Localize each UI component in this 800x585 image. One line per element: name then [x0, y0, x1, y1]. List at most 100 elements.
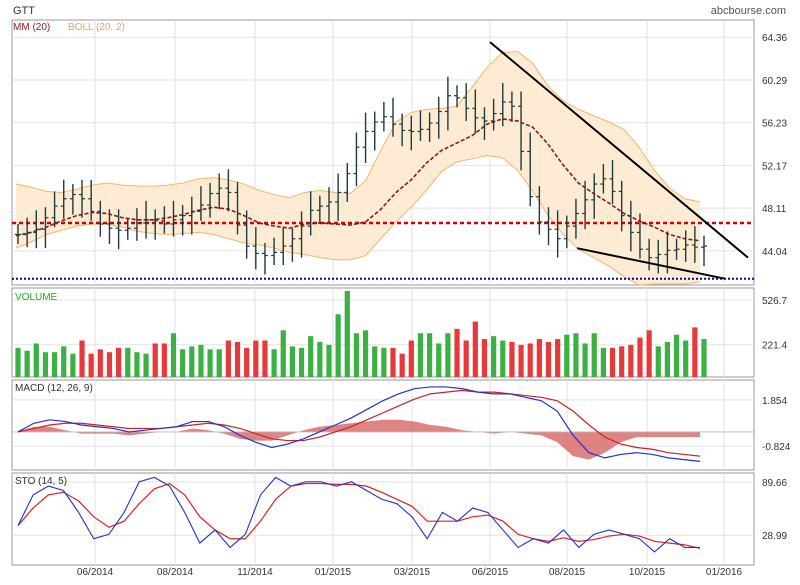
volume-bar — [646, 330, 652, 377]
volume-bar — [619, 346, 625, 377]
macd-panel — [12, 386, 754, 462]
sto-k-line — [17, 476, 700, 553]
volume-bar — [280, 330, 286, 377]
volume-bar — [15, 347, 21, 377]
volume-bar — [88, 353, 94, 377]
volume-bar — [445, 333, 451, 377]
volume-bar — [683, 340, 689, 377]
volume-bar — [253, 340, 259, 377]
volume-bar — [436, 343, 442, 377]
symbol-label: GTT — [13, 5, 35, 17]
volume-bar — [335, 314, 341, 377]
volume-bar — [271, 349, 277, 377]
y-tick-label: 64.36 — [762, 33, 787, 44]
volume-bar — [427, 333, 433, 377]
volume-bar — [536, 339, 542, 377]
volume-bar — [509, 341, 515, 377]
legend-mm: MM (20) — [13, 22, 50, 33]
legend-boll: BOLL (20, 2) — [68, 22, 125, 33]
macd-title: MACD (12, 26, 9) — [15, 383, 93, 394]
volume-bar — [125, 347, 131, 377]
volume-bar — [161, 343, 167, 377]
bollinger-band-fill — [16, 51, 700, 285]
x-tick-label: 06/2015 — [472, 567, 509, 578]
volume-bar — [33, 343, 39, 377]
y-tick-label: 89.66 — [762, 478, 787, 489]
y-tick-label: 526.7 — [762, 296, 787, 307]
volume-bar — [170, 333, 177, 377]
volume-bar — [573, 333, 579, 377]
volume-bar — [609, 347, 616, 377]
macd-histogram — [18, 419, 700, 460]
volume-bar — [189, 346, 195, 377]
volume-bar — [372, 346, 378, 377]
axis-labels: 06/2014 08/2014 11/2014 01/2015 03/2015 06/20… — [77, 33, 791, 578]
volume-bar — [454, 328, 460, 377]
volume-bar — [97, 349, 103, 377]
volume-bar — [298, 347, 305, 377]
volume-bar — [600, 347, 606, 377]
y-tick-label: 56.23 — [762, 119, 787, 130]
volume-bar — [234, 341, 241, 377]
volume-bar — [42, 352, 49, 377]
volume-bar — [344, 290, 350, 377]
volume-bar — [481, 339, 488, 377]
x-tick-label: 01/2016 — [706, 567, 743, 578]
y-tick-label: -0.824 — [762, 442, 791, 453]
volume-bar — [180, 349, 186, 377]
y-tick-label: 1.854 — [762, 396, 787, 407]
volume-bar — [500, 340, 506, 377]
volume-bar — [463, 340, 469, 377]
volume-bar — [207, 349, 213, 377]
volume-bar — [582, 343, 588, 377]
volume-bar — [143, 353, 149, 377]
volume-bar — [61, 346, 67, 377]
volume-bar — [491, 336, 497, 377]
volume-bar — [701, 339, 707, 377]
volume-bar — [308, 336, 314, 377]
volume-bar — [216, 349, 222, 377]
volume-bar — [289, 346, 295, 377]
volume-bar — [472, 321, 478, 377]
y-tick-label: 48.11 — [762, 204, 787, 215]
volume-bar — [637, 337, 643, 377]
trendline-1 — [489, 41, 749, 259]
sto-panel — [17, 476, 701, 553]
sto-frame — [11, 472, 755, 566]
volume-bar — [225, 340, 231, 377]
source-label: abcbourse.com — [711, 5, 786, 17]
volume-bar — [317, 341, 323, 377]
macd-line — [17, 386, 701, 462]
volume-bar — [152, 343, 158, 377]
volume-bar — [106, 352, 113, 377]
volume-title: VOLUME — [15, 292, 58, 303]
volume-bar — [134, 352, 140, 377]
volume-bar — [555, 339, 561, 377]
volume-bar — [70, 353, 76, 377]
volume-bar — [692, 327, 698, 377]
trendline-2 — [576, 247, 726, 280]
y-tick-label: 60.29 — [762, 76, 787, 87]
macd-signal-line — [17, 389, 701, 457]
volume-bar — [673, 334, 680, 377]
volume-bar — [655, 346, 661, 377]
volume-bar — [24, 350, 30, 377]
volume-bar — [417, 333, 424, 377]
volume-bar — [664, 341, 671, 377]
volume-bar — [408, 340, 414, 377]
volume-bar — [244, 347, 250, 377]
volume-bar — [399, 353, 405, 377]
y-tick-label: 221.4 — [762, 341, 787, 352]
volume-bar — [591, 333, 597, 377]
volume-bar — [79, 340, 85, 377]
x-tick-label: 10/2015 — [629, 567, 666, 578]
y-tick-label: 52.17 — [762, 161, 787, 172]
volume-bar — [381, 347, 387, 377]
volume-bar — [390, 347, 396, 377]
x-tick-label: 06/2014 — [77, 567, 114, 578]
panel-frames — [11, 19, 755, 566]
volume-bar — [564, 334, 570, 377]
x-tick-label: 03/2015 — [394, 567, 431, 578]
x-tick-label: 11/2014 — [237, 567, 273, 578]
